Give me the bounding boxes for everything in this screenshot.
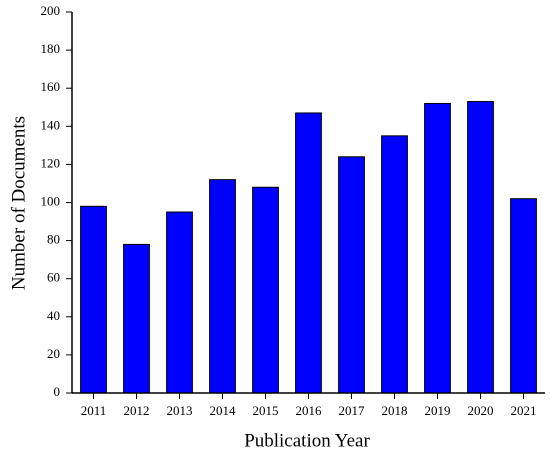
x-tick-label: 2014 — [210, 403, 237, 418]
bar — [338, 156, 365, 394]
bar — [295, 112, 322, 394]
bar — [123, 243, 150, 394]
x-tick-label: 2015 — [253, 403, 279, 418]
x-axis-title: Publication Year — [244, 430, 370, 451]
y-tick-label: 40 — [47, 308, 60, 323]
x-tick-label: 2016 — [296, 403, 323, 418]
y-tick-label: 0 — [54, 384, 61, 399]
y-tick-label: 80 — [47, 232, 60, 247]
x-tick-label: 2020 — [468, 403, 494, 418]
bar — [166, 211, 193, 394]
x-tick-label: 2017 — [339, 403, 366, 418]
y-tick-label: 140 — [41, 117, 61, 132]
x-tick-label: 2021 — [511, 403, 537, 418]
y-tick-label: 200 — [41, 3, 61, 18]
y-tick-label: 100 — [41, 193, 61, 208]
bar — [381, 135, 408, 394]
y-tick-label: 20 — [47, 346, 60, 361]
x-tick-label: 2013 — [167, 403, 193, 418]
bar — [467, 101, 494, 394]
y-tick-label: 120 — [41, 155, 61, 170]
bar — [209, 179, 236, 394]
x-tick-label: 2019 — [425, 403, 451, 418]
bar — [510, 198, 537, 394]
y-axis-title: Number of Documents — [8, 116, 29, 290]
y-tick-label: 60 — [47, 270, 60, 285]
bar — [252, 186, 279, 394]
y-tick-label: 160 — [41, 79, 61, 94]
y-tick-label: 180 — [41, 41, 61, 56]
x-tick-label: 2012 — [124, 403, 150, 418]
bar — [424, 102, 451, 394]
x-tick-label: 2018 — [382, 403, 408, 418]
x-tick-label: 2011 — [81, 403, 107, 418]
bar — [80, 205, 107, 394]
